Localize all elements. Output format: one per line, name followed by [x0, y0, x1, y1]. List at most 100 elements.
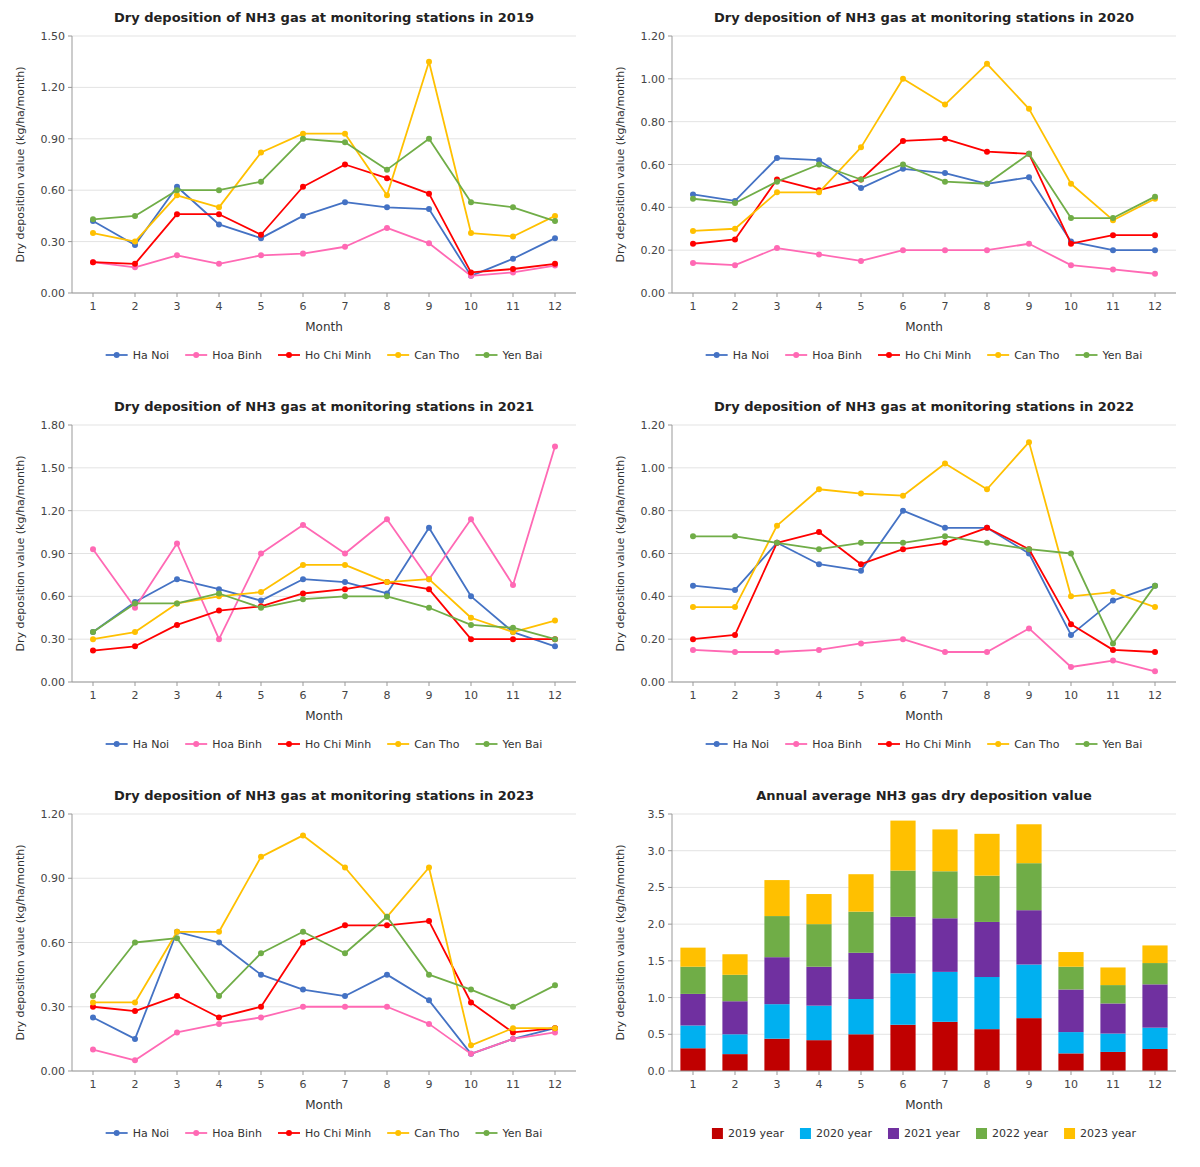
legend-label: Hoa Binh	[812, 349, 862, 362]
point	[384, 225, 390, 231]
point	[552, 1025, 558, 1031]
point	[900, 540, 906, 546]
point	[132, 999, 138, 1005]
y-tick-label: 0.20	[641, 244, 666, 257]
point	[858, 176, 864, 182]
legend-item: Ho Chi Minh	[278, 349, 371, 362]
bar	[680, 967, 705, 994]
legend-marker	[193, 352, 199, 358]
y-tick	[68, 878, 72, 879]
legend: Ha NoiHoa BinhHo Chi MinhCan ThoYen Bai	[706, 349, 1143, 362]
bar	[1058, 952, 1083, 967]
y-axis-label: Dry deposition value (kg/ha/month)	[614, 844, 627, 1040]
x-tick-label: 1	[90, 689, 97, 702]
point	[174, 211, 180, 217]
y-tick-label: 0.80	[641, 505, 666, 518]
bar	[1100, 1003, 1125, 1033]
point	[174, 187, 180, 193]
x-tick-label: 7	[342, 1078, 349, 1091]
bar	[806, 1006, 831, 1041]
x-tick-label: 7	[342, 300, 349, 313]
x-tick-label: 3	[174, 1078, 181, 1091]
point	[300, 213, 306, 219]
bar	[932, 972, 957, 1022]
point	[468, 987, 474, 993]
point	[174, 192, 180, 198]
x-tick	[303, 682, 304, 686]
y-tick-label: 0.30	[41, 1001, 66, 1014]
bar	[1058, 989, 1083, 1032]
point	[132, 239, 138, 245]
point	[468, 636, 474, 642]
grid-line	[72, 814, 576, 815]
point	[174, 622, 180, 628]
y-tick-label: 0.60	[41, 590, 66, 603]
legend-label: Yen Bai	[502, 1127, 543, 1140]
y-tick	[668, 510, 672, 511]
grid-line	[72, 293, 576, 294]
point	[342, 593, 348, 599]
series-line	[693, 64, 1155, 231]
panel: Dry deposition of NH3 gas at monitoring …	[14, 788, 576, 1140]
point	[1068, 593, 1074, 599]
point	[258, 1014, 264, 1020]
x-tick-label: 2	[132, 300, 139, 313]
grid-line	[72, 87, 576, 88]
point	[774, 189, 780, 195]
point	[1026, 151, 1032, 157]
y-tick	[668, 887, 672, 888]
x-tick	[1071, 293, 1072, 297]
legend-marker	[1084, 352, 1090, 358]
y-tick	[68, 510, 72, 511]
legend-label: Ha Noi	[733, 349, 770, 362]
point	[174, 929, 180, 935]
point	[984, 649, 990, 655]
plot-area	[90, 443, 558, 653]
x-tick	[819, 1071, 820, 1075]
point	[90, 629, 96, 635]
y-tick-label: 0.60	[641, 548, 666, 561]
point	[690, 260, 696, 266]
x-tick	[513, 293, 514, 297]
y-tick	[68, 639, 72, 640]
point	[384, 167, 390, 173]
grid-line	[72, 36, 576, 37]
point	[1110, 232, 1116, 238]
x-tick	[513, 682, 514, 686]
point	[300, 251, 306, 257]
legend-item: 2019 year	[712, 1127, 785, 1140]
point	[984, 247, 990, 253]
point	[942, 649, 948, 655]
legend-item: 2020 year	[800, 1127, 873, 1140]
point	[984, 525, 990, 531]
y-axis-label: Dry deposition value (kg/ha/month)	[14, 455, 27, 651]
y-tick-label: 1.20	[41, 808, 66, 821]
y-tick	[668, 814, 672, 815]
legend-label: Hoa Binh	[212, 349, 262, 362]
legend-item: 2021 year	[888, 1127, 961, 1140]
legend-label: Ho Chi Minh	[905, 349, 971, 362]
point	[258, 972, 264, 978]
point	[858, 176, 864, 182]
point	[384, 516, 390, 522]
point	[816, 546, 822, 552]
point	[216, 929, 222, 935]
x-tick	[429, 293, 430, 297]
x-axis-line	[672, 293, 1176, 294]
point	[90, 636, 96, 642]
point	[774, 523, 780, 529]
x-tick	[303, 293, 304, 297]
series-line	[693, 154, 1155, 218]
chart-title: Dry deposition of NH3 gas at monitoring …	[114, 10, 534, 25]
legend-marker	[484, 1130, 490, 1136]
point	[384, 204, 390, 210]
point	[1110, 647, 1116, 653]
point	[984, 525, 990, 531]
point	[1152, 232, 1158, 238]
legend-label: Ho Chi Minh	[305, 349, 371, 362]
point	[510, 256, 516, 262]
point	[552, 1025, 558, 1031]
point	[552, 982, 558, 988]
point	[468, 269, 474, 275]
x-tick-label: 6	[300, 1078, 307, 1091]
